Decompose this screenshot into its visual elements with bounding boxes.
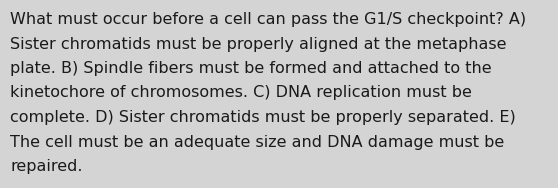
Text: repaired.: repaired. [10, 159, 83, 174]
Text: plate. B) Spindle fibers must be formed and attached to the: plate. B) Spindle fibers must be formed … [10, 61, 492, 76]
Text: Sister chromatids must be properly aligned at the metaphase: Sister chromatids must be properly align… [10, 36, 507, 52]
Text: complete. D) Sister chromatids must be properly separated. E): complete. D) Sister chromatids must be p… [10, 110, 516, 125]
Text: The cell must be an adequate size and DNA damage must be: The cell must be an adequate size and DN… [10, 134, 504, 149]
Text: What must occur before a cell can pass the G1/S checkpoint? A): What must occur before a cell can pass t… [10, 12, 526, 27]
Text: kinetochore of chromosomes. C) DNA replication must be: kinetochore of chromosomes. C) DNA repli… [10, 86, 472, 101]
